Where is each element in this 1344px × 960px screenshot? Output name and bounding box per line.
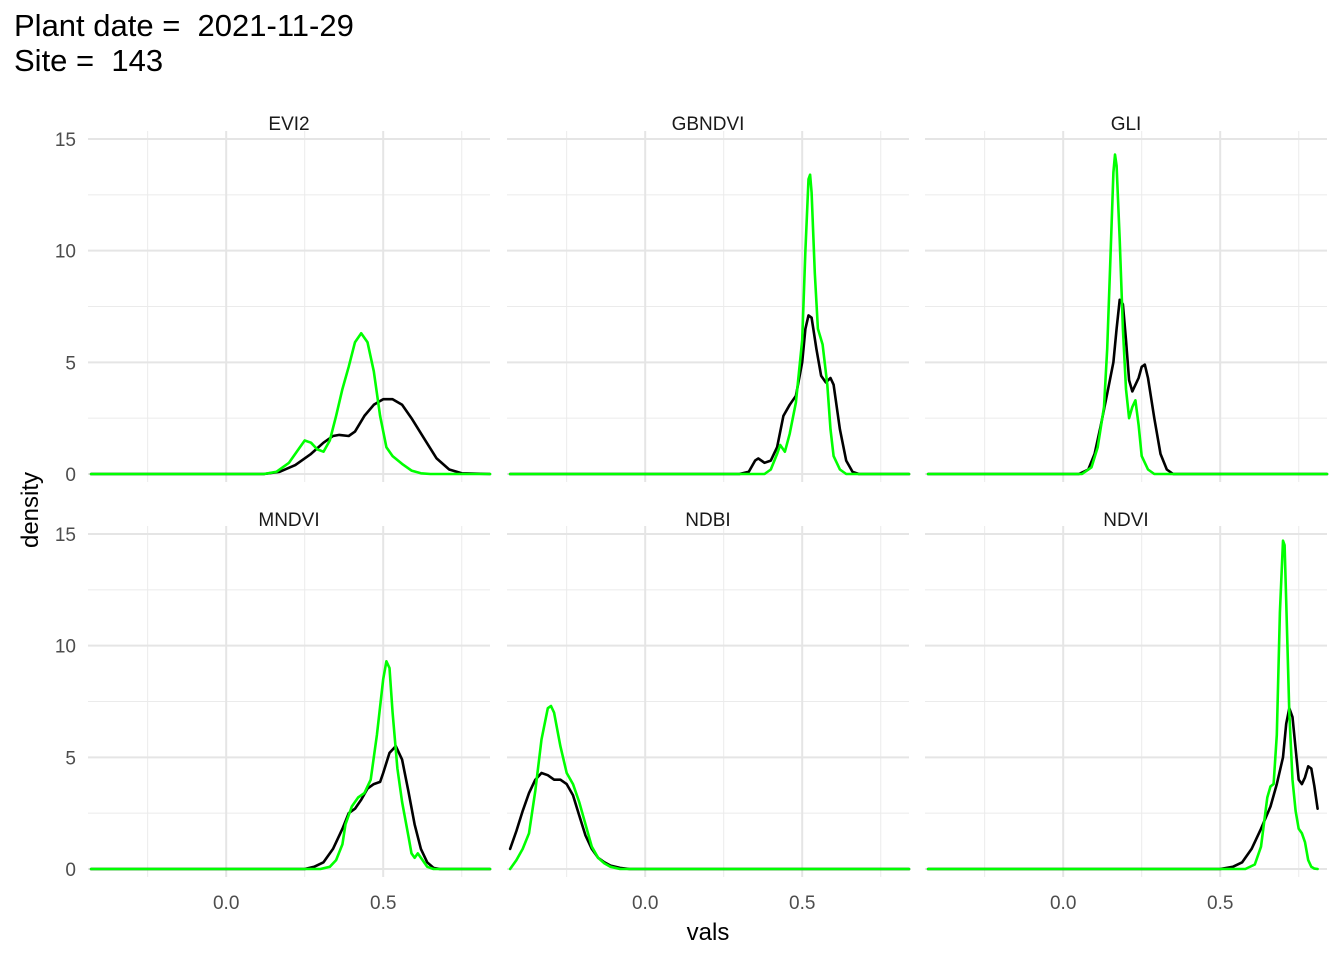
density-line-evi2-black — [89, 397, 492, 476]
x-tick-label: 0.5 — [1207, 893, 1233, 914]
x-tick-label: 0.5 — [370, 893, 396, 914]
y-tick-label: 0 — [65, 465, 76, 486]
y-tick-label: 15 — [55, 525, 76, 546]
density-line-evi2-green — [89, 332, 492, 476]
density-line-gbndvi-black — [508, 314, 911, 476]
chart-title: Plant date = 2021-11-29 Site = 143 — [14, 8, 354, 78]
density-line-ndbi-green — [508, 704, 911, 871]
facet-label-gbndvi: GBNDVI — [672, 114, 745, 135]
x-tick-label: 0.0 — [1050, 893, 1076, 914]
facet-label-mndvi: MNDVI — [258, 510, 319, 531]
y-axis-title: density — [17, 472, 44, 548]
x-axis-title: vals — [687, 919, 730, 946]
density-line-gli-green — [926, 153, 1329, 476]
density-line-ndvi-black — [926, 706, 1319, 871]
panel-ndvi: NDVI 0.0 0.5 — [925, 510, 1327, 914]
density-line-mndvi-green — [89, 660, 492, 871]
y-tick-label: 10 — [55, 242, 76, 263]
title-line-site: Site = 143 — [14, 43, 164, 78]
y-tick-label: 0 — [65, 860, 76, 881]
y-tick-label: 5 — [65, 748, 76, 769]
density-line-gli-black — [926, 298, 1329, 476]
x-tick-label: 0.0 — [213, 893, 239, 914]
x-tick-label: 0.5 — [789, 893, 815, 914]
panel-gli: GLI — [925, 114, 1329, 482]
title-line-plant-date: Plant date = 2021-11-29 — [14, 8, 354, 43]
x-tick-label: 0.0 — [632, 893, 658, 914]
y-tick-label: 15 — [55, 130, 76, 151]
facet-label-gli: GLI — [1111, 114, 1142, 135]
panel-ndbi: NDBI 0.0 0.5 — [507, 510, 911, 914]
density-line-ndbi-black — [508, 771, 911, 871]
facet-label-evi2: EVI2 — [268, 114, 309, 135]
density-line-gbndvi-green — [508, 173, 911, 476]
facet-label-ndvi: NDVI — [1103, 510, 1148, 531]
y-tick-label: 10 — [55, 637, 76, 658]
facet-label-ndbi: NDBI — [685, 510, 730, 531]
panel-gbndvi: GBNDVI — [507, 114, 911, 482]
panel-evi2: EVI2 0 5 10 15 — [55, 114, 492, 486]
density-line-mndvi-black — [89, 744, 492, 871]
panel-mndvi: MNDVI 0 5 10 15 0.0 0.5 — [55, 510, 492, 914]
density-line-ndvi-green — [926, 539, 1319, 871]
y-tick-label: 5 — [65, 353, 76, 374]
